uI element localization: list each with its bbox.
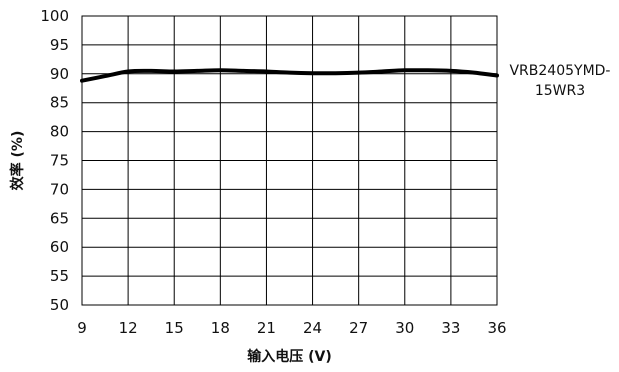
x-tick-labels: 9 12 15 18 21 24 27 30 33 36 — [77, 319, 506, 337]
x-tick-label: 21 — [257, 319, 276, 337]
series-line — [80, 68, 499, 83]
y-tick-label: 55 — [50, 267, 69, 285]
y-tick-label: 95 — [50, 36, 69, 54]
x-tick-label: 36 — [487, 319, 506, 337]
y-tick-label: 75 — [50, 152, 69, 170]
y-tick-label: 50 — [50, 296, 69, 314]
y-tick-label: 70 — [50, 180, 69, 198]
grid — [81, 15, 498, 306]
x-tick-label: 18 — [211, 319, 230, 337]
plot-frame — [81, 15, 498, 306]
legend-series-label-line2: 15WR3 — [535, 83, 585, 99]
y-tick-label: 100 — [40, 7, 69, 25]
legend: VRB2405YMD- 15WR3 — [509, 63, 610, 99]
x-tick-label: 24 — [303, 319, 322, 337]
y-tick-label: 80 — [50, 123, 69, 141]
x-axis-title: 输入电压 (V) — [247, 348, 332, 365]
x-tick-label: 30 — [395, 319, 414, 337]
y-tick-label: 65 — [50, 209, 69, 227]
x-tick-label: 27 — [349, 319, 368, 337]
x-tick-label: 12 — [119, 319, 138, 337]
y-tick-label: 85 — [50, 94, 69, 112]
x-tick-label: 33 — [441, 319, 460, 337]
y-tick-label: 90 — [50, 65, 69, 83]
y-tick-labels: 50 55 60 65 70 75 80 85 90 95 100 — [40, 7, 69, 314]
y-axis-title: 效率 (%) — [9, 131, 26, 191]
y-tick-label: 60 — [50, 238, 69, 256]
series-layer — [80, 68, 499, 83]
x-tick-label: 9 — [77, 319, 87, 337]
x-tick-label: 15 — [165, 319, 184, 337]
legend-series-label-line1: VRB2405YMD- — [509, 63, 610, 79]
